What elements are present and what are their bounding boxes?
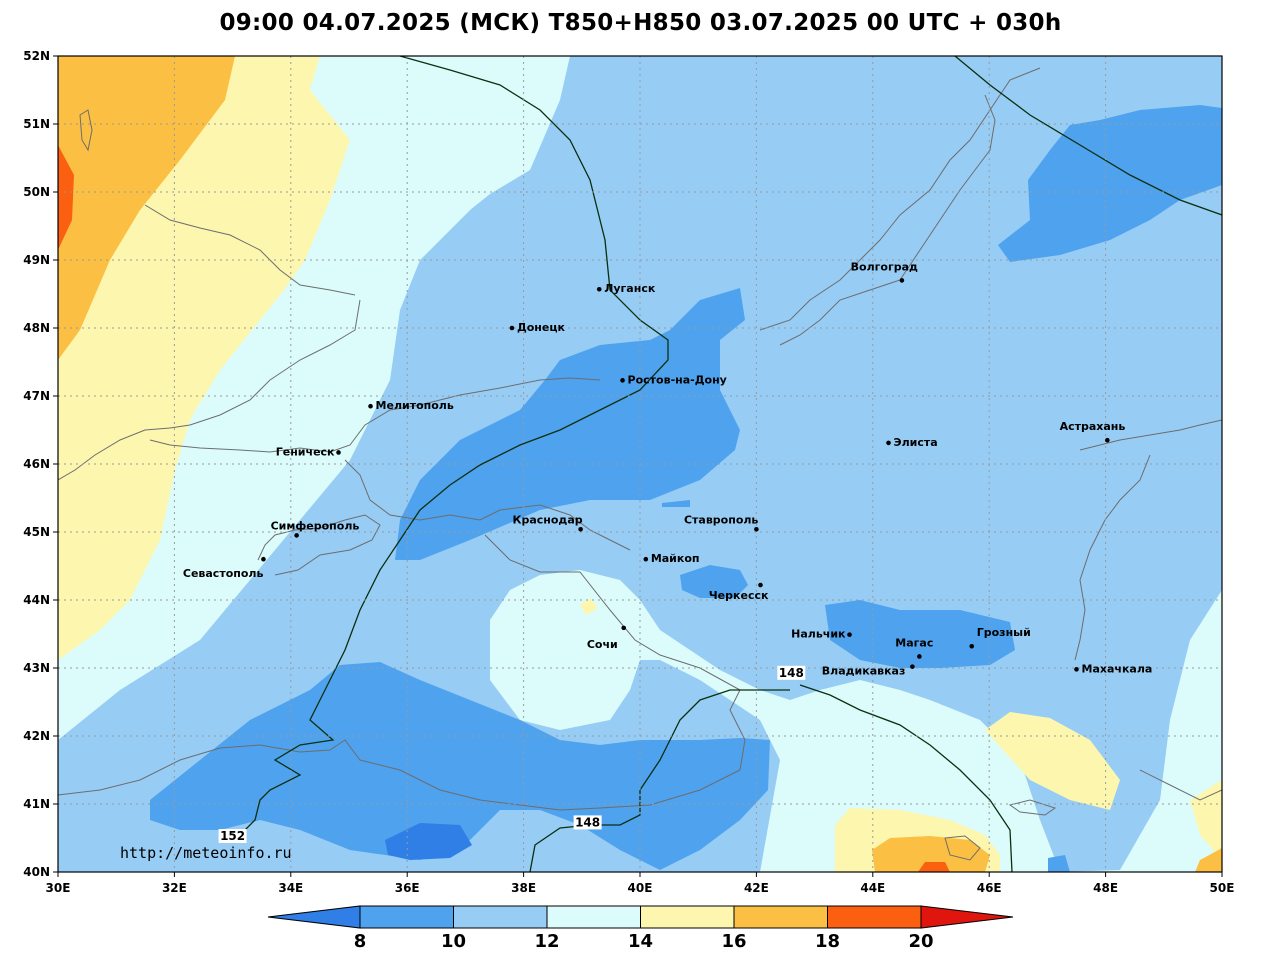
city-label: Грозный	[977, 626, 1031, 639]
city-marker	[261, 556, 266, 562]
x-tick-label: 46E	[977, 881, 1002, 895]
city-label: Симферополь	[271, 519, 360, 532]
city-marker	[621, 625, 627, 631]
colorbar-label: 20	[908, 931, 933, 952]
x-tick-label: 34E	[278, 881, 303, 895]
isoline-label: 148	[779, 666, 804, 680]
coastlines	[58, 67, 1222, 861]
isoline-label: 148	[575, 815, 600, 829]
isoline-label: 152	[220, 829, 245, 843]
isolines	[224, 56, 1222, 872]
colorbar-segment	[359, 905, 454, 929]
city-label: Севастополь	[183, 567, 264, 580]
city-marker	[596, 286, 602, 292]
x-tick-label: 30E	[46, 881, 71, 895]
x-tick-label: 48E	[1093, 881, 1118, 895]
city-label: Черкесск	[709, 589, 769, 602]
y-tick-label: 49N	[23, 253, 50, 267]
city-label: Нальчик	[791, 628, 846, 641]
colorbar-label: 10	[441, 931, 466, 952]
city-label: Краснодар	[512, 513, 582, 526]
map-grid	[58, 56, 1222, 872]
city-marker	[969, 643, 975, 649]
map-title: 09:00 04.07.2025 (МСК) T850+H850 03.07.2…	[219, 10, 1062, 36]
city-label: Мелитополь	[376, 399, 454, 412]
colorbar-segment	[640, 905, 735, 929]
city-label: Волгоград	[851, 260, 918, 273]
x-tick-label: 32E	[162, 881, 187, 895]
colorbar-label: 8	[354, 931, 367, 952]
city-marker	[910, 664, 915, 669]
y-tick-label: 42N	[23, 729, 50, 743]
city-label: Донецк	[517, 321, 566, 334]
city-marker	[917, 654, 922, 659]
x-tick-label: 38E	[511, 881, 536, 895]
x-tick-label: 44E	[860, 881, 885, 895]
city-marker	[509, 325, 515, 331]
city-marker	[620, 378, 625, 383]
colorbar-label: 18	[815, 931, 840, 952]
colorbar-segment	[733, 905, 828, 929]
colorbar: 8 10 12 14 16 18 20	[267, 905, 1014, 952]
city-label: Владикавказ	[822, 665, 906, 678]
colorbar-arrow-low	[267, 905, 361, 929]
city-marker	[294, 533, 299, 538]
y-tick-label: 44N	[23, 593, 50, 607]
city-marker	[847, 632, 852, 637]
cities-layer: Луганск Донецк Ростов-на-Дону Мелитополь Ген…	[183, 260, 1152, 677]
colorbar-label: 12	[534, 931, 559, 952]
y-tick-label: 50N	[23, 185, 50, 199]
colorbar-segment	[546, 905, 641, 929]
city-label: Майкоп	[651, 552, 700, 565]
colorbar-segment	[453, 905, 548, 929]
city-label: Ставрополь	[684, 513, 758, 526]
y-tick-label: 43N	[23, 661, 50, 675]
city-label: Астрахань	[1060, 420, 1126, 433]
isoline-labels: 148 148 152	[218, 665, 806, 843]
y-tick-label: 41N	[23, 797, 50, 811]
isoline-label-bg	[777, 665, 806, 680]
city-marker	[754, 526, 759, 532]
city-label: Махачкала	[1082, 662, 1153, 675]
city-marker	[643, 556, 649, 562]
x-tick-label: 50E	[1210, 881, 1235, 895]
city-marker	[886, 440, 891, 446]
x-tick-label: 36E	[395, 881, 420, 895]
y-tick-label: 52N	[23, 49, 50, 63]
city-label: Магас	[895, 636, 933, 649]
city-label: Геническ	[276, 445, 335, 458]
colorbar-arrow-high	[920, 905, 1014, 929]
y-tick-label: 40N	[23, 865, 50, 879]
city-marker	[758, 582, 763, 588]
y-tick-label: 47N	[23, 389, 50, 403]
x-tick-label: 40E	[628, 881, 653, 895]
city-marker	[1074, 667, 1079, 672]
city-label: Ростов-на-Дону	[628, 373, 727, 386]
x-tick-label: 42E	[744, 881, 769, 895]
y-tick-label: 48N	[23, 321, 50, 335]
colorbar-label: 16	[721, 931, 746, 952]
colorbar-label: 14	[628, 931, 653, 952]
city-label: Элиста	[894, 436, 938, 449]
city-marker	[1105, 437, 1110, 443]
city-marker	[368, 403, 373, 409]
y-tick-label: 45N	[23, 525, 50, 539]
source-url: http://meteoinfo.ru	[120, 844, 292, 862]
city-marker	[336, 450, 341, 455]
city-marker	[578, 526, 583, 532]
axes: 30E 32E 34E 36E 38E 40E 42E 44E 46E 48E 50E 52N 51N 5…	[23, 49, 1234, 895]
y-tick-label: 51N	[23, 117, 50, 131]
city-label: Луганск	[604, 282, 656, 295]
city-marker	[899, 278, 905, 283]
y-tick-label: 46N	[23, 457, 50, 471]
colorbar-segment	[827, 905, 922, 929]
city-label: Сочи	[587, 638, 618, 651]
isoline-label-bg	[573, 815, 602, 830]
isoline-label-bg	[218, 829, 247, 843]
